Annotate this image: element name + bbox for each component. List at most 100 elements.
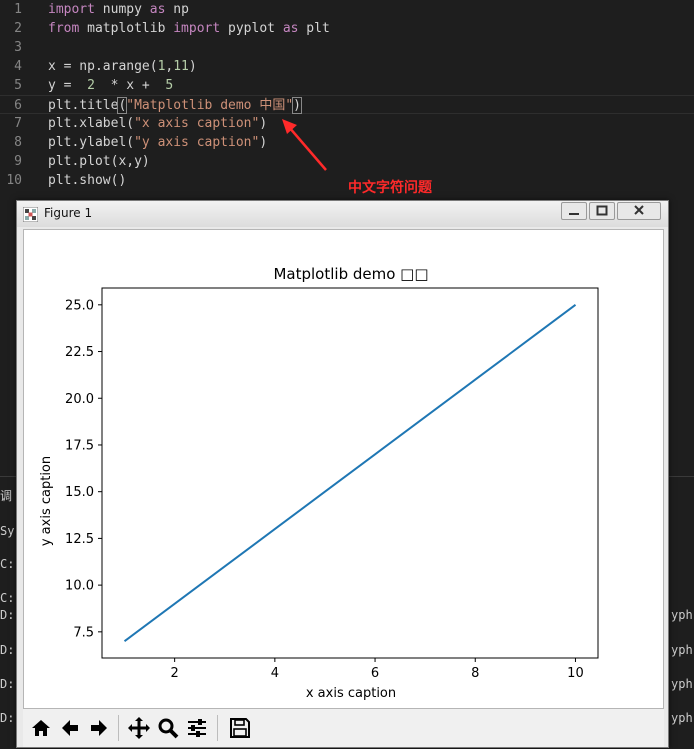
line-number: 1 [0,0,22,19]
pan-button[interactable] [125,713,153,743]
figure-canvas[interactable]: Matplotlib demo □□ x axis caption y axis… [23,229,664,709]
matplotlib-app-icon [23,207,38,222]
zoom-button[interactable] [154,713,182,743]
keyword: import [48,2,95,17]
line-number: 9 [0,152,22,171]
toolbar-separator [118,715,119,741]
code-line[interactable]: 9 plt.plot(x,y) [0,152,694,171]
terminal-text: D: [0,643,14,657]
terminal-text: yph [671,608,693,622]
string-literal: "x axis caption" [134,116,259,131]
close-icon [618,203,660,219]
back-arrow-icon [59,717,81,739]
y-tick-label: 20.0 [65,392,94,407]
forward-arrow-icon [88,717,110,739]
close-button[interactable] [617,202,661,220]
terminal-text: D: [0,677,14,691]
figure-window[interactable]: Figure 1 Matplotlib demo □□ x axis capti… [16,200,669,748]
toolbar-separator [217,715,218,741]
code-text: plt.xlabel( [48,116,134,131]
code-text: * x + [95,78,165,93]
code-text: plt.ylabel( [48,135,134,150]
x-tick-label: 4 [271,666,279,681]
code-line[interactable]: 10 plt.show() [0,171,694,190]
y-tick-label: 17.5 [65,438,94,453]
code-text: matplotlib [79,21,173,36]
bracket-match: ) [293,98,301,113]
code-text: plt.show() [48,173,126,188]
minimize-button[interactable] [561,202,587,220]
y-axis-label: y axis caption [39,456,54,546]
line-number: 5 [0,76,22,95]
window-titlebar[interactable]: Figure 1 [17,201,668,227]
code-text: ) [259,135,267,150]
terminal-text: yph [671,677,693,691]
save-icon [229,717,251,739]
zoom-icon [157,717,179,739]
window-title: Figure 1 [44,206,92,220]
code-text: numpy [95,2,150,17]
code-line[interactable]: 5 y = 2 * x + 5 [0,76,694,95]
code-text: ) [189,59,197,74]
terminal-text: C: [0,591,14,605]
y-tick-label: 7.5 [73,625,94,640]
number-literal: 5 [165,78,173,93]
string-literal: "y axis caption" [134,135,259,150]
code-line[interactable]: 2 from matplotlib import pyplot as plt [0,19,694,38]
line-number: 2 [0,19,22,38]
y-tick-label: 15.0 [65,485,94,500]
pan-icon [127,716,151,740]
line-number: 3 [0,38,22,57]
x-tick-label: 10 [567,666,584,681]
line-number: 7 [0,114,22,133]
string-literal: "Matplotlib demo 中国" [126,98,293,113]
code-line[interactable]: 1 import numpy as np [0,0,694,19]
code-line[interactable]: 7 plt.xlabel("x axis caption") [0,114,694,133]
terminal-text: D: [0,711,14,725]
annotation-text: 中文字符问题 [348,177,432,197]
forward-button[interactable] [85,713,113,743]
code-text: plt [298,21,329,36]
code-line[interactable]: 8 plt.ylabel("y axis caption") [0,133,694,152]
home-button[interactable] [27,713,55,743]
code-line-active[interactable]: 6 plt.title("Matplotlib demo 中国") [0,95,694,114]
series-line [125,305,576,641]
code-text: np [165,2,188,17]
configure-subplots-icon [186,717,208,739]
x-tick-label: 8 [471,666,479,681]
terminal-text: 调 [0,487,12,504]
number-literal: 11 [173,59,189,74]
figure-toolbar[interactable] [23,709,664,747]
maximize-icon [590,203,614,219]
terminal-text: Sy [0,524,14,538]
keyword: as [283,21,299,36]
code-text: plt.plot(x,y) [48,154,150,169]
code-text: ) [259,116,267,131]
number-literal: 2 [87,78,95,93]
terminal-text: yph [671,643,693,657]
line-number: 10 [0,171,22,190]
y-tick-label: 22.5 [65,345,94,360]
keyword: from [48,21,79,36]
terminal-text: D: [0,608,14,622]
code-text: x = np.arange( [48,59,158,74]
maximize-button[interactable] [589,202,615,220]
minimize-icon [562,203,586,219]
y-tick-label: 25.0 [65,298,94,313]
x-tick-label: 6 [371,666,379,681]
x-axis-label: x axis caption [306,686,396,701]
code-text: y = [48,78,87,93]
configure-subplots-button[interactable] [183,713,211,743]
keyword: import [173,21,220,36]
code-line[interactable]: 4 x = np.arange(1,11) [0,57,694,76]
line-number: 8 [0,133,22,152]
save-button[interactable] [226,713,254,743]
y-tick-label: 12.5 [65,532,94,547]
code-text: pyplot [220,21,283,36]
back-button[interactable] [56,713,84,743]
code-editor[interactable]: 1 import numpy as np 2 from matplotlib i… [0,0,694,196]
line-chart[interactable]: Matplotlib demo □□ x axis caption y axis… [24,230,663,708]
code-line[interactable]: 3 [0,38,694,57]
terminal-text: yph [671,711,693,725]
code-text: plt.title [48,98,118,113]
